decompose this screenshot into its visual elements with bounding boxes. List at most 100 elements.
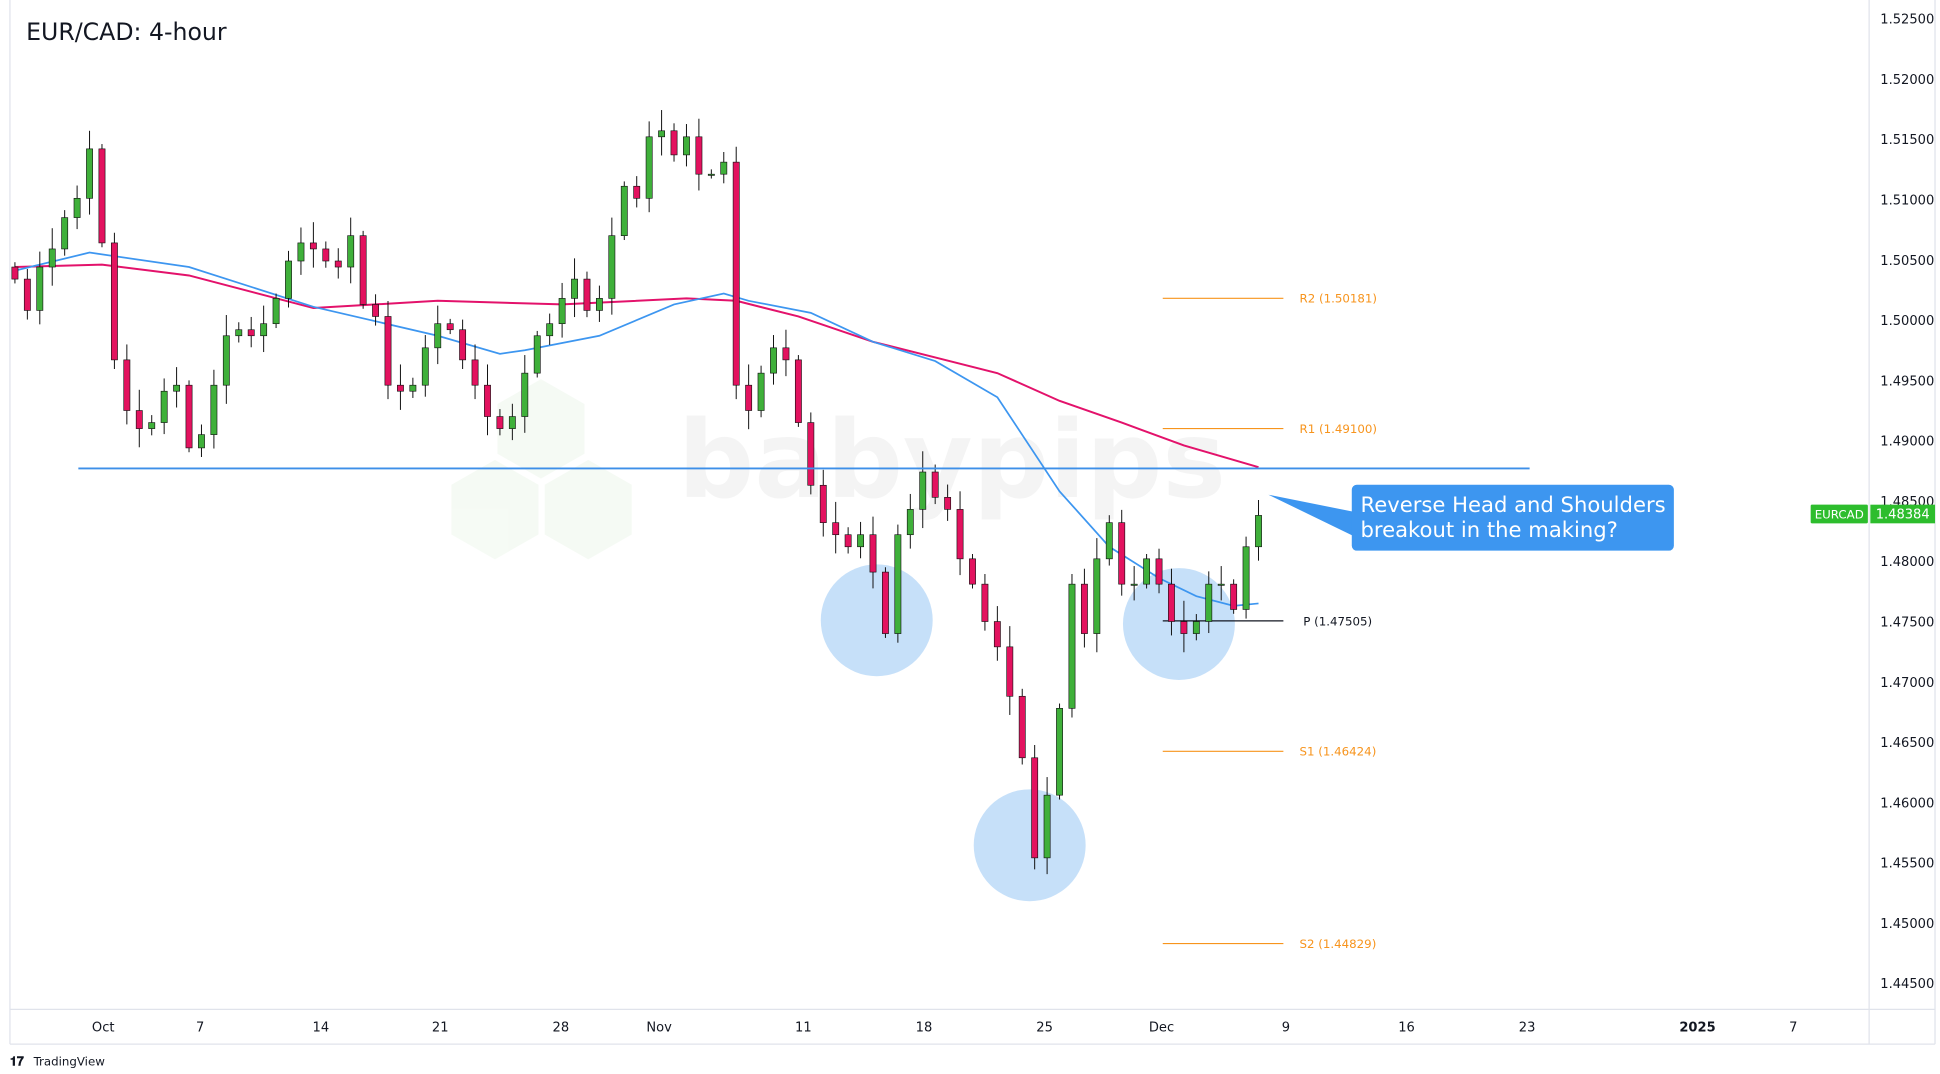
candle-body [173, 384, 181, 392]
left-shoulder-circle [820, 564, 933, 677]
time-axis[interactable]: Oct 7 14 21 28 Nov 11 18 25 Dec 9 16 23 2025 7 [92, 1021, 1797, 1036]
candle [1192, 614, 1200, 641]
candle [1155, 548, 1163, 594]
candle [372, 294, 379, 326]
candle [956, 491, 964, 576]
candle-body [720, 161, 728, 175]
chart-title: EUR/CAD: 4-hour [26, 18, 227, 46]
candle-body [782, 347, 790, 361]
candle-body [135, 410, 143, 429]
candle-body [98, 148, 106, 244]
candle [745, 364, 753, 430]
time-tick-label: Dec [1149, 1021, 1174, 1036]
price-tick-label: 1.51500 [1880, 133, 1934, 148]
price-tick-label: 1.45000 [1880, 917, 1934, 932]
pivot-label: P (1.47505) [1303, 614, 1372, 628]
time-tick-label: 9 [1282, 1021, 1290, 1036]
candle-body [1118, 522, 1126, 585]
candle-body [583, 278, 591, 311]
candle-body [1143, 558, 1151, 585]
candle [359, 230, 367, 309]
candle-body [956, 509, 964, 560]
candle-body [309, 242, 317, 250]
candle-body [347, 235, 355, 268]
candle [633, 176, 641, 208]
price-tag-value: 1.48384 [1876, 507, 1930, 522]
candle-body [421, 347, 429, 386]
candle [1056, 703, 1063, 800]
candle-body [969, 558, 976, 585]
candle [720, 152, 728, 184]
price-tick-label: 1.46000 [1880, 796, 1934, 811]
candle [285, 250, 292, 308]
candle [1093, 538, 1101, 653]
candle-body [745, 384, 753, 411]
candle [1242, 536, 1250, 619]
time-tick-label: 28 [553, 1021, 570, 1036]
svg-text:babypips: babypips [678, 399, 1226, 523]
candle [1080, 568, 1088, 648]
candle [844, 527, 852, 554]
candle-body [222, 335, 230, 386]
candle-body [110, 242, 118, 361]
candle [73, 185, 81, 230]
time-tick-label: 7 [196, 1021, 204, 1036]
time-tick-label: 2025 [1679, 1021, 1715, 1036]
time-tick-label: 23 [1519, 1021, 1536, 1036]
candle-body [48, 248, 56, 268]
candle-body [919, 471, 927, 510]
candle-body [1006, 646, 1014, 697]
candle [23, 268, 31, 320]
tradingview-logo-text: TradingView [33, 1054, 106, 1068]
time-tick-label: Oct [92, 1021, 115, 1036]
candle [1118, 509, 1126, 596]
candle [1168, 568, 1175, 636]
candle [409, 377, 417, 398]
callout-box [1351, 484, 1674, 551]
candle [397, 364, 404, 410]
candlesticks [11, 110, 1262, 875]
annotation-callout[interactable]: Reverse Head and Shoulders breakout in t… [1268, 484, 1674, 551]
candle [1018, 688, 1026, 765]
candle-body [1205, 583, 1213, 622]
candle [1130, 566, 1138, 601]
candle [135, 389, 143, 448]
candle-body [272, 298, 280, 325]
candle [620, 181, 628, 241]
candle-body [807, 422, 815, 486]
candle [459, 319, 467, 369]
candle-body [1192, 621, 1200, 634]
price-tick-label: 1.49000 [1880, 435, 1934, 450]
time-tick-label: 14 [313, 1021, 330, 1036]
candle [770, 335, 777, 385]
candle-body [322, 248, 330, 262]
candle [757, 365, 765, 418]
tradingview-logo[interactable]: 𝟏𝟕 TradingView [10, 1053, 105, 1068]
candle [894, 524, 902, 643]
candle-body [334, 260, 342, 268]
candle [309, 222, 317, 268]
candle-body [260, 323, 268, 337]
pivot-label: R2 (1.50181) [1300, 292, 1377, 306]
candle-body [832, 522, 840, 536]
candle-body [446, 323, 454, 331]
candle-body [1056, 708, 1063, 796]
candle [558, 282, 566, 338]
candle [533, 330, 541, 378]
tradingview-logo-icon: 𝟏𝟕 [10, 1053, 24, 1068]
candle [160, 378, 168, 435]
candle-body [61, 217, 69, 250]
candle-body [695, 136, 703, 175]
candle-body [285, 260, 292, 299]
pivot-label: S1 (1.46424) [1300, 745, 1377, 759]
candle-body [484, 384, 491, 417]
candle [1230, 579, 1238, 614]
candle-body [546, 323, 554, 337]
price-tick-label: 1.48000 [1880, 555, 1934, 570]
candle-body [732, 161, 740, 386]
price-tick-label: 1.49500 [1880, 374, 1934, 389]
candle-body [235, 329, 243, 337]
candle [471, 344, 479, 400]
candle [260, 305, 268, 353]
